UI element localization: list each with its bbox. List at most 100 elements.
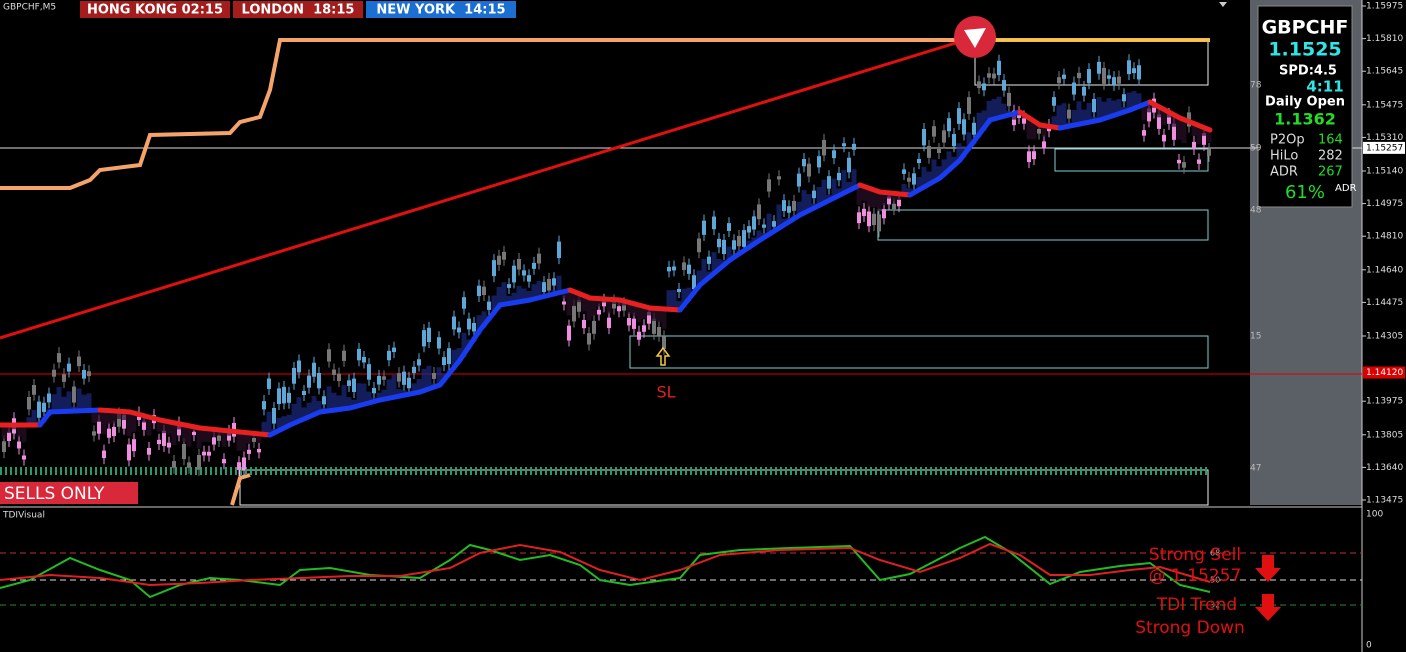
candle-body bbox=[212, 437, 216, 445]
candle-body bbox=[912, 173, 916, 185]
clock: NEW YORK 14:15 bbox=[376, 3, 505, 18]
candle-body bbox=[147, 447, 151, 455]
candle-body bbox=[507, 284, 511, 288]
ma-segment bbox=[697, 257, 733, 288]
clock: HONG KONG 02:15 bbox=[87, 3, 223, 18]
candle-body bbox=[897, 199, 901, 207]
candle-body bbox=[227, 430, 231, 441]
candle-body bbox=[722, 239, 726, 255]
candle-body bbox=[672, 266, 676, 271]
axis-label: 1.13475 bbox=[1366, 496, 1403, 506]
candle-body bbox=[1192, 141, 1196, 149]
candle-body bbox=[792, 200, 796, 211]
info-row-label: ADR bbox=[1270, 165, 1298, 180]
candle-body bbox=[187, 462, 191, 468]
axis-label: 1.14810 bbox=[1366, 232, 1403, 242]
ma-segment bbox=[1127, 99, 1153, 113]
candle-body bbox=[32, 384, 36, 395]
ma-segment bbox=[987, 109, 1023, 123]
candle-body bbox=[742, 230, 746, 247]
candle-body bbox=[992, 73, 996, 79]
candle-body bbox=[1197, 159, 1201, 164]
candle-body bbox=[192, 431, 196, 436]
candle-body bbox=[67, 363, 71, 372]
info-panel bbox=[1257, 5, 1353, 208]
candle-body bbox=[422, 330, 426, 347]
candle-body bbox=[657, 326, 661, 336]
candle-body bbox=[377, 375, 381, 385]
ma-segment bbox=[857, 182, 883, 195]
candle-body bbox=[967, 97, 971, 114]
candle-body bbox=[427, 327, 431, 342]
ma-segment bbox=[47, 407, 103, 415]
trend-text: Strong Down bbox=[1135, 618, 1245, 638]
candle-body bbox=[127, 444, 131, 461]
clock: LONDON 18:15 bbox=[242, 3, 355, 18]
trend-line bbox=[0, 35, 976, 340]
signal-text: Strong Sell bbox=[1149, 545, 1241, 565]
trend-text: TDI Trend bbox=[1156, 595, 1237, 615]
info-row-value: 282 bbox=[1318, 149, 1343, 164]
zone-label: 15 bbox=[1250, 332, 1261, 342]
candle-body bbox=[487, 301, 491, 310]
candle-body bbox=[582, 319, 586, 329]
sell-icon bbox=[964, 28, 986, 48]
indicator-name: TDIVisual bbox=[2, 511, 45, 521]
candle-body bbox=[732, 240, 736, 250]
indicator-axis-bottom: 0 bbox=[1366, 641, 1372, 651]
candle-body bbox=[887, 196, 891, 205]
candle-body bbox=[642, 325, 646, 332]
candle-body bbox=[97, 421, 101, 434]
candle-body bbox=[687, 264, 691, 274]
clock-box bbox=[233, 1, 363, 18]
clock-box bbox=[366, 1, 516, 18]
candle-body bbox=[1202, 133, 1206, 145]
candle-body bbox=[592, 320, 596, 334]
candle-body bbox=[112, 426, 116, 437]
candle-body bbox=[442, 357, 446, 366]
candle-body bbox=[1067, 109, 1071, 119]
candle-body bbox=[942, 130, 946, 143]
candle-body bbox=[57, 353, 61, 363]
candle-body bbox=[222, 459, 226, 464]
candle-body bbox=[257, 448, 261, 453]
ma-segment bbox=[157, 417, 203, 431]
candle-body bbox=[552, 278, 556, 286]
ma-segment bbox=[377, 389, 423, 403]
candle-body bbox=[872, 213, 876, 226]
candle-body bbox=[1007, 92, 1011, 107]
candle-body bbox=[662, 336, 666, 349]
candle-body bbox=[692, 275, 696, 290]
candle-body bbox=[157, 439, 161, 445]
candle-body bbox=[927, 145, 931, 158]
ma-segment bbox=[907, 175, 943, 198]
ma-segment bbox=[317, 405, 353, 415]
candle-body bbox=[462, 297, 466, 309]
candle-body bbox=[867, 211, 871, 227]
candle-body bbox=[182, 443, 186, 460]
candle-body bbox=[752, 216, 756, 230]
candle-body bbox=[27, 397, 31, 410]
candle-body bbox=[1127, 60, 1131, 75]
candle-body bbox=[1132, 68, 1136, 74]
candle-body bbox=[362, 356, 366, 363]
menu-arrow[interactable] bbox=[1219, 2, 1227, 7]
candle-body bbox=[597, 309, 601, 315]
candle-body bbox=[42, 402, 46, 412]
candle-body bbox=[862, 208, 866, 216]
candle-body bbox=[737, 235, 741, 247]
candle-body bbox=[92, 431, 96, 436]
level-label: 32 bbox=[1210, 601, 1220, 610]
candle-body bbox=[1207, 148, 1211, 156]
candle-body bbox=[252, 437, 256, 442]
candle-body bbox=[627, 318, 631, 326]
candle-body bbox=[747, 226, 751, 233]
ma-segment bbox=[1147, 99, 1183, 121]
candle-body bbox=[102, 450, 106, 459]
candle-body bbox=[1087, 69, 1091, 84]
ma-segment bbox=[587, 295, 623, 303]
candle-body bbox=[1162, 134, 1166, 142]
ma-segment bbox=[877, 189, 913, 198]
candle-body bbox=[837, 172, 841, 181]
price-tag bbox=[1363, 366, 1405, 379]
